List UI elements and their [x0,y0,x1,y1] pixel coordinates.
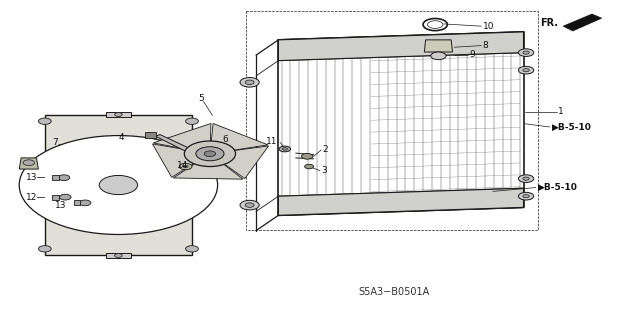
Polygon shape [106,253,131,258]
Text: 11: 11 [266,137,278,146]
Text: 9: 9 [470,50,476,59]
Circle shape [301,153,313,159]
Circle shape [523,51,529,54]
Circle shape [523,177,529,180]
Circle shape [19,136,218,234]
Text: 14: 14 [177,161,189,170]
Circle shape [282,148,287,150]
Circle shape [186,246,198,252]
Text: FR.: FR. [540,18,558,28]
Circle shape [38,246,51,252]
Circle shape [240,78,259,87]
Circle shape [99,175,138,195]
Polygon shape [173,160,243,179]
Circle shape [184,141,236,167]
Circle shape [179,163,192,170]
Circle shape [523,69,529,72]
Text: 2: 2 [323,145,328,154]
Polygon shape [218,146,269,179]
Polygon shape [152,144,201,177]
Polygon shape [278,188,524,215]
Circle shape [523,195,529,198]
Text: 10: 10 [483,22,494,31]
Polygon shape [278,32,524,61]
Text: 4: 4 [119,133,124,142]
Polygon shape [211,123,268,152]
Polygon shape [563,14,602,31]
Circle shape [245,80,254,85]
Polygon shape [19,158,38,169]
Circle shape [518,175,534,182]
Circle shape [240,200,259,210]
Text: 13—: 13— [26,173,46,182]
Circle shape [518,66,534,74]
Polygon shape [145,132,156,138]
Text: 3: 3 [321,166,327,175]
Polygon shape [153,123,211,151]
Polygon shape [52,195,59,200]
Circle shape [115,113,122,116]
Polygon shape [106,112,131,117]
Circle shape [204,151,216,157]
Circle shape [279,146,291,152]
Polygon shape [424,40,452,52]
Text: 1: 1 [558,107,564,116]
Circle shape [305,164,314,169]
Text: ▶B-5-10: ▶B-5-10 [538,183,577,192]
Circle shape [518,192,534,200]
Polygon shape [74,200,80,205]
Text: 5: 5 [199,94,204,103]
Polygon shape [45,115,192,255]
Circle shape [245,203,254,207]
Circle shape [23,160,35,166]
Text: S5A3−B0501A: S5A3−B0501A [358,287,429,297]
Text: 12—: 12— [26,193,46,202]
Circle shape [518,49,534,56]
Polygon shape [52,175,59,180]
Text: 7: 7 [52,138,58,147]
Circle shape [60,194,71,200]
Text: 8: 8 [483,41,488,50]
Text: ▶B-5-10: ▶B-5-10 [552,122,591,131]
Polygon shape [156,135,191,151]
Text: 13: 13 [55,201,67,210]
Circle shape [196,147,224,161]
Text: 6: 6 [223,135,228,144]
Circle shape [186,118,198,124]
Circle shape [58,175,70,181]
Circle shape [183,165,188,168]
Circle shape [79,200,91,206]
Circle shape [115,254,122,257]
Circle shape [38,118,51,124]
Circle shape [431,52,446,60]
